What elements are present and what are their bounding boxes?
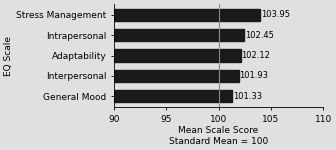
X-axis label: Mean Scale Score
Standard Mean = 100: Mean Scale Score Standard Mean = 100 [169, 126, 268, 146]
Text: 102.12: 102.12 [242, 51, 270, 60]
Bar [114, 50, 241, 62]
Bar [114, 29, 244, 41]
Bar [114, 70, 239, 82]
Text: 103.95: 103.95 [261, 11, 290, 20]
Text: 101.33: 101.33 [233, 92, 262, 101]
Text: 101.93: 101.93 [240, 71, 268, 80]
Bar [114, 9, 260, 21]
Y-axis label: EQ Scale: EQ Scale [4, 36, 13, 76]
Text: 102.45: 102.45 [245, 31, 274, 40]
Bar [114, 90, 233, 102]
